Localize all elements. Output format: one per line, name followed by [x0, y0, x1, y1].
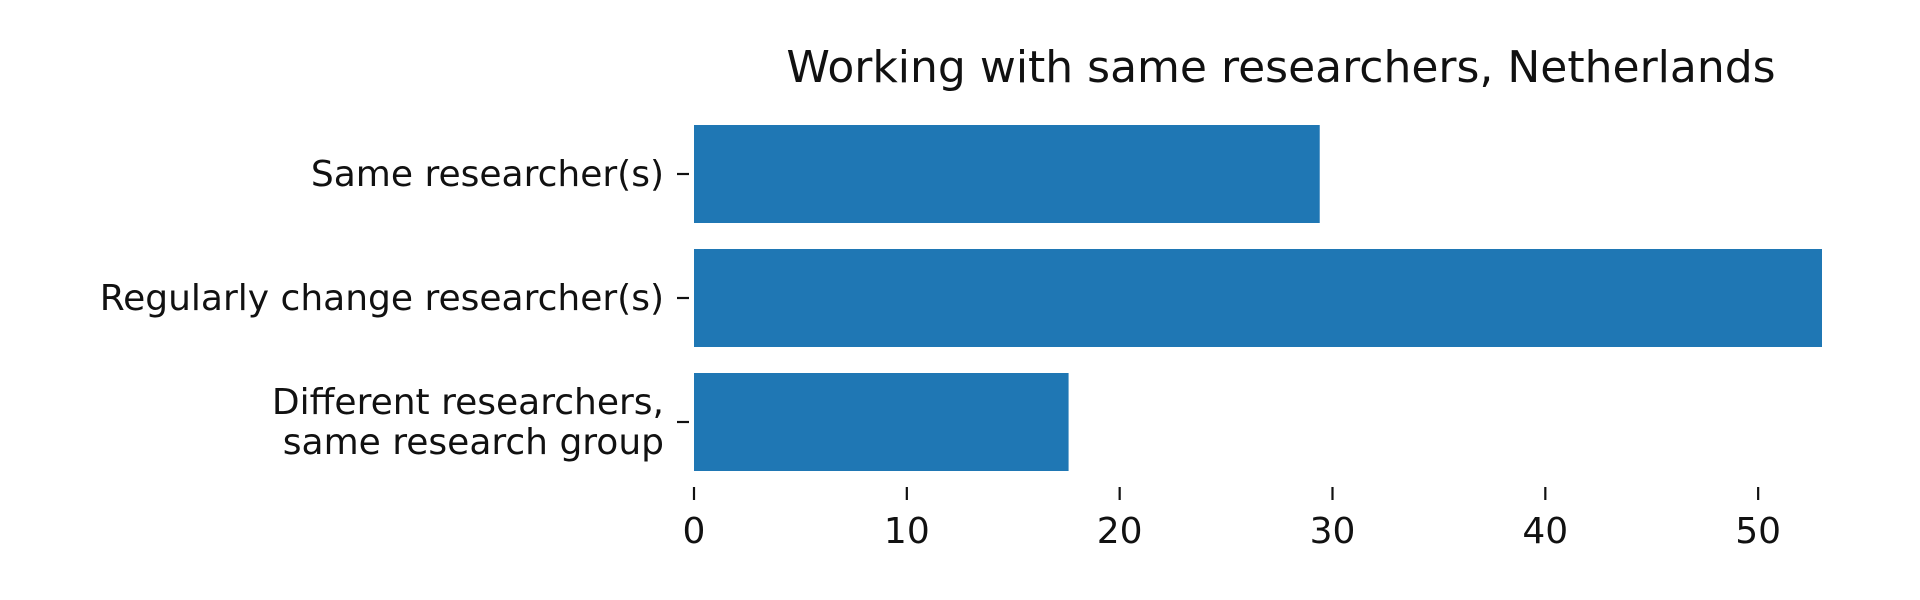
x-tick-label-0: 0: [683, 511, 706, 552]
bars-group: [694, 125, 1822, 471]
y-tick-label-1: Regularly change researcher(s): [100, 278, 664, 319]
bar-0: [694, 125, 1320, 223]
bar-2: [694, 373, 1069, 471]
x-tick-label-1: 10: [884, 511, 930, 552]
bar-1: [694, 249, 1822, 347]
y-axis: Same researcher(s) Regularly change resea…: [100, 154, 689, 463]
chart-title: Working with same researchers, Netherlan…: [786, 42, 1775, 93]
y-tick-label-line: Regularly change researcher(s): [100, 278, 664, 319]
y-tick-label-line: Same researcher(s): [311, 154, 664, 195]
x-tick-label-2: 20: [1097, 511, 1143, 552]
x-tick-label-3: 30: [1310, 511, 1356, 552]
x-axis: 0 10 20 30 40 50: [683, 487, 1781, 552]
y-tick-label-2: Different researchers, same research grou…: [272, 382, 664, 463]
y-tick-label-line: Different researchers,: [272, 382, 664, 423]
x-tick-label-5: 50: [1735, 511, 1781, 552]
y-tick-label-line: same research group: [283, 422, 664, 463]
x-tick-label-4: 40: [1522, 511, 1568, 552]
y-tick-label-0: Same researcher(s): [311, 154, 664, 195]
